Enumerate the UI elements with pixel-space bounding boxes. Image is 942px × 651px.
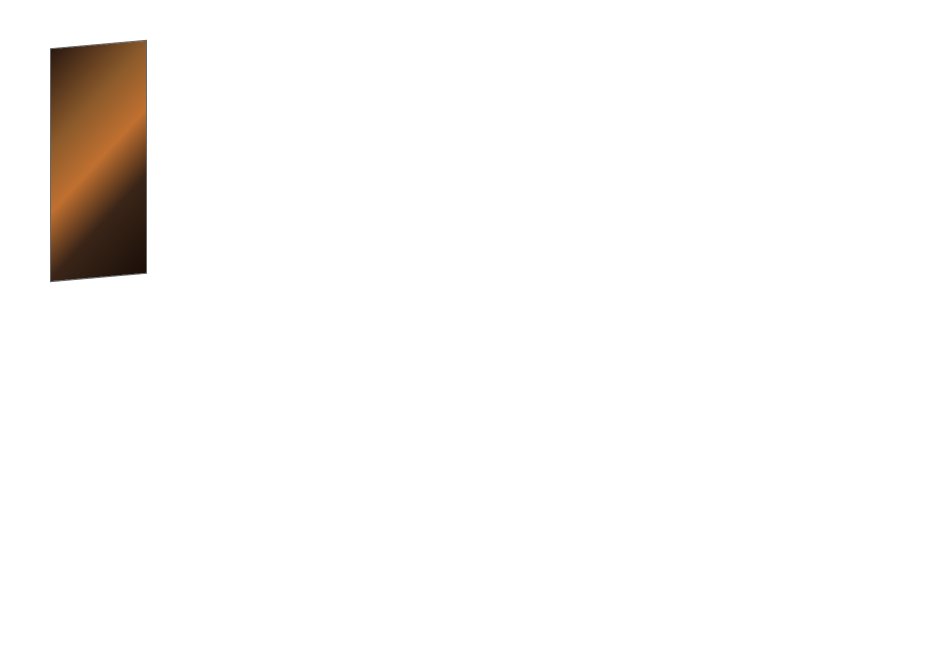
connector-lines [20,20,922,631]
diagram-container [20,20,922,631]
input-image [50,40,147,282]
